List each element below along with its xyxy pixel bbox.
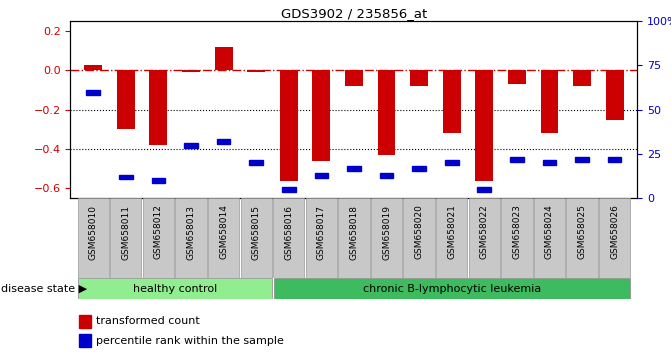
- Bar: [380, 173, 393, 178]
- FancyBboxPatch shape: [240, 198, 272, 278]
- Bar: [184, 143, 198, 148]
- Text: healthy control: healthy control: [133, 284, 217, 293]
- Bar: [608, 157, 621, 162]
- Bar: [508, 70, 526, 84]
- Bar: [573, 70, 591, 86]
- Text: GSM658018: GSM658018: [350, 205, 358, 259]
- FancyBboxPatch shape: [436, 198, 467, 278]
- Bar: [217, 139, 230, 144]
- Text: GSM658025: GSM658025: [578, 205, 586, 259]
- Bar: [315, 173, 328, 178]
- FancyBboxPatch shape: [273, 198, 305, 278]
- Bar: [478, 187, 491, 192]
- Text: chronic B-lymphocytic leukemia: chronic B-lymphocytic leukemia: [362, 284, 541, 293]
- FancyBboxPatch shape: [175, 198, 207, 278]
- Text: GSM658022: GSM658022: [480, 205, 488, 259]
- Bar: [543, 160, 556, 165]
- Bar: [345, 70, 363, 86]
- FancyBboxPatch shape: [338, 198, 370, 278]
- FancyBboxPatch shape: [274, 278, 630, 299]
- Bar: [79, 335, 91, 347]
- Bar: [280, 70, 298, 181]
- Bar: [510, 157, 524, 162]
- Bar: [378, 70, 395, 155]
- FancyBboxPatch shape: [306, 198, 337, 278]
- Text: GSM658017: GSM658017: [317, 205, 326, 259]
- Bar: [250, 160, 263, 165]
- Bar: [152, 178, 165, 183]
- Text: GSM658014: GSM658014: [219, 205, 228, 259]
- Bar: [87, 90, 100, 95]
- FancyBboxPatch shape: [371, 198, 402, 278]
- Bar: [79, 315, 91, 328]
- Text: GSM658019: GSM658019: [382, 205, 391, 259]
- Bar: [119, 175, 133, 179]
- FancyBboxPatch shape: [599, 198, 630, 278]
- Text: GSM658020: GSM658020: [415, 205, 423, 259]
- Text: GSM658026: GSM658026: [610, 205, 619, 259]
- FancyBboxPatch shape: [468, 198, 500, 278]
- Text: GSM658024: GSM658024: [545, 205, 554, 259]
- Title: GDS3902 / 235856_at: GDS3902 / 235856_at: [281, 7, 427, 20]
- Bar: [475, 70, 493, 181]
- FancyBboxPatch shape: [78, 278, 272, 299]
- Text: transformed count: transformed count: [96, 316, 200, 326]
- Text: percentile rank within the sample: percentile rank within the sample: [96, 336, 284, 346]
- Bar: [410, 70, 428, 86]
- Bar: [412, 166, 426, 171]
- Bar: [182, 70, 200, 72]
- Bar: [282, 187, 296, 192]
- FancyBboxPatch shape: [566, 198, 598, 278]
- Bar: [347, 166, 361, 171]
- FancyBboxPatch shape: [110, 198, 142, 278]
- Text: GSM658023: GSM658023: [513, 205, 521, 259]
- Text: disease state ▶: disease state ▶: [1, 284, 87, 293]
- FancyBboxPatch shape: [403, 198, 435, 278]
- Bar: [541, 70, 558, 133]
- FancyBboxPatch shape: [501, 198, 533, 278]
- Text: GSM658013: GSM658013: [187, 205, 195, 259]
- Text: GSM658012: GSM658012: [154, 205, 163, 259]
- FancyBboxPatch shape: [208, 198, 240, 278]
- Bar: [443, 70, 461, 133]
- FancyBboxPatch shape: [534, 198, 565, 278]
- Text: GSM658011: GSM658011: [121, 205, 130, 259]
- Bar: [575, 157, 589, 162]
- FancyBboxPatch shape: [78, 198, 109, 278]
- Bar: [150, 70, 167, 145]
- Text: GSM658015: GSM658015: [252, 205, 261, 259]
- Bar: [445, 160, 458, 165]
- Text: GSM658010: GSM658010: [89, 205, 98, 259]
- Bar: [606, 70, 623, 120]
- Bar: [85, 64, 102, 70]
- FancyBboxPatch shape: [143, 198, 174, 278]
- Bar: [215, 47, 233, 70]
- Text: GSM658021: GSM658021: [447, 205, 456, 259]
- Bar: [247, 70, 265, 72]
- Text: GSM658016: GSM658016: [285, 205, 293, 259]
- Bar: [117, 70, 135, 130]
- Bar: [313, 70, 330, 161]
